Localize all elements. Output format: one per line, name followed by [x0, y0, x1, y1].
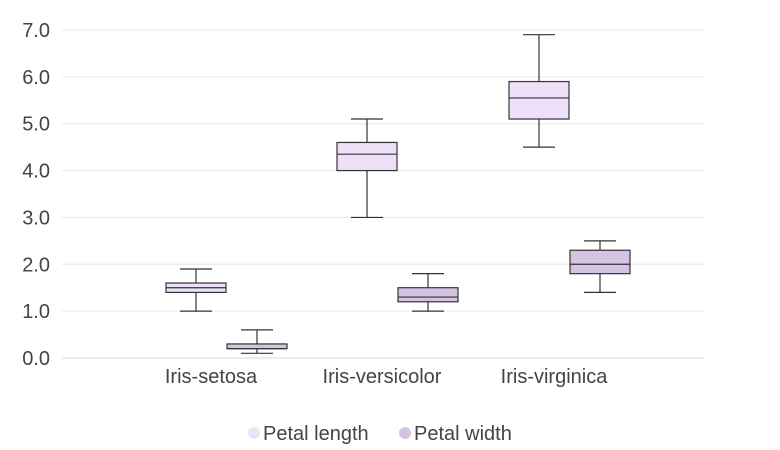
box-petal-length-iris-versicolor[interactable] — [336, 118, 398, 219]
iqr-box — [569, 249, 631, 275]
y-tick-label: 0.0 — [22, 348, 50, 370]
iqr-box — [336, 141, 398, 172]
y-tick-label: 4.0 — [22, 161, 50, 183]
box-petal-width-iris-setosa[interactable] — [226, 329, 288, 354]
y-tick-label: 5.0 — [22, 114, 50, 136]
x-category-label: Iris-virginica — [501, 366, 609, 388]
box-petal-width-iris-versicolor[interactable] — [397, 273, 459, 312]
x-axis-categories: Iris-setosa Iris-versicolor Iris-virginica — [165, 366, 608, 388]
legend-label: Petal width — [414, 423, 512, 445]
y-tick-label: 1.0 — [22, 301, 50, 323]
legend-item-petal-width[interactable]: Petal width — [399, 423, 512, 445]
legend-label: Petal length — [263, 423, 369, 445]
iqr-box — [397, 287, 459, 303]
y-tick-label: 7.0 — [22, 20, 50, 42]
legend-item-petal-length[interactable]: Petal length — [248, 423, 369, 445]
box-layer — [165, 34, 631, 354]
iqr-box — [226, 343, 288, 350]
box-petal-length-iris-virginica[interactable] — [508, 34, 570, 148]
legend[interactable]: Petal length Petal width — [248, 423, 512, 445]
grid-layer — [62, 29, 705, 359]
box-petal-width-iris-virginica[interactable] — [569, 240, 631, 293]
x-category-label: Iris-setosa — [165, 366, 258, 388]
y-tick-label: 2.0 — [22, 254, 50, 276]
box-petal-length-iris-setosa[interactable] — [165, 268, 227, 312]
y-tick-label: 3.0 — [22, 207, 50, 229]
iqr-box — [508, 80, 570, 120]
legend-swatch-icon — [399, 427, 411, 439]
y-tick-label: 6.0 — [22, 67, 50, 89]
legend-swatch-icon — [248, 427, 260, 439]
y-axis-ticks: 0.0 1.0 2.0 3.0 4.0 5.0 6.0 7.0 — [22, 20, 50, 370]
x-category-label: Iris-versicolor — [323, 366, 442, 388]
